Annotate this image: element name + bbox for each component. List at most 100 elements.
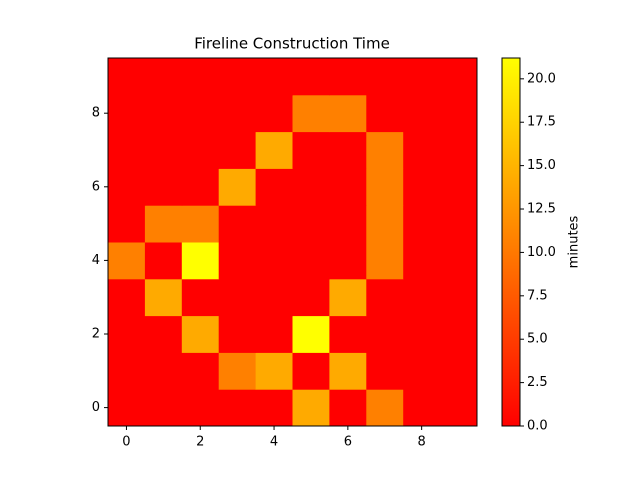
heatmap-cell [329, 205, 367, 243]
heatmap-cell [329, 131, 367, 169]
heatmap-cell [144, 242, 183, 280]
heatmap-cell [366, 131, 404, 169]
heatmap-cell [329, 58, 367, 96]
heatmap-cell [403, 168, 441, 206]
heatmap-cell [255, 94, 293, 133]
heatmap-cell [366, 94, 404, 133]
colorbar-label: minutes [567, 215, 582, 268]
heatmap-cell [144, 352, 183, 390]
heatmap-cell [329, 168, 367, 206]
heatmap-cell [440, 352, 478, 390]
heatmap-cell [108, 315, 146, 353]
heatmap-cell [366, 242, 404, 280]
heatmap-cell [255, 58, 293, 96]
heatmap-cell [181, 315, 220, 353]
heatmap-cell [108, 58, 146, 96]
heatmap-cell [255, 315, 293, 353]
heatmap-cell [440, 94, 478, 133]
heatmap-cell [255, 352, 293, 390]
heatmap-cell [329, 352, 367, 390]
y-tick-label: 6 [92, 179, 100, 194]
heatmap-cell [366, 389, 404, 427]
heatmap-cell [329, 278, 367, 317]
colorbar-tick-label: 20.0 [527, 71, 556, 86]
heatmap-cell [403, 389, 441, 427]
x-tick-label: 6 [344, 435, 352, 450]
heatmap-cell [292, 242, 330, 280]
heatmap-cell [108, 131, 146, 169]
x-tick-label: 8 [418, 435, 426, 450]
heatmap-cell [108, 278, 146, 317]
heatmap-cell [292, 315, 330, 353]
chart-title: Fireline Construction Time [194, 35, 390, 53]
heatmap-cell [108, 352, 146, 390]
heatmap-cell [366, 352, 404, 390]
colorbar-tick-label: 0.0 [527, 419, 548, 434]
heatmap-cell [440, 205, 478, 243]
heatmap-cell [403, 315, 441, 353]
heatmap-cell [181, 58, 220, 96]
heatmap-cell [403, 242, 441, 280]
heatmap-cell [181, 168, 220, 206]
heatmap-cell [329, 389, 367, 427]
heatmap-cell [108, 94, 146, 133]
heatmap-cell [181, 389, 220, 427]
heatmap-cell [440, 389, 478, 427]
heatmap-cell [218, 352, 257, 390]
heatmap-cell [329, 94, 367, 133]
heatmap-cell [108, 389, 146, 427]
heatmap-cell [108, 168, 146, 206]
heatmap-cell [218, 94, 257, 133]
heatmap-cell [292, 131, 330, 169]
heatmap-cell [366, 168, 404, 206]
heatmap-cell [218, 389, 257, 427]
colorbar [501, 57, 521, 427]
heatmap-cell [181, 131, 220, 169]
heatmap-cell [144, 168, 183, 206]
heatmap-cell [255, 131, 293, 169]
colorbar-tick-label: 10.0 [527, 245, 556, 260]
heatmap-cell [181, 242, 220, 280]
heatmap-cell [144, 389, 183, 427]
heatmap-cell [292, 168, 330, 206]
x-tick-label: 2 [196, 435, 204, 450]
heatmap-cell [292, 278, 330, 317]
heatmap-cell [218, 315, 257, 353]
heatmap-cell [255, 242, 293, 280]
heatmap-cell [440, 168, 478, 206]
heatmap-cell [218, 205, 257, 243]
heatmap-cell [144, 131, 183, 169]
heatmap-cell [403, 58, 441, 96]
heatmap-cell [255, 205, 293, 243]
plot-frame [107, 57, 478, 427]
heatmap-cell [292, 389, 330, 427]
colorbar-tick-label: 17.5 [527, 115, 556, 130]
heatmap-cell [144, 315, 183, 353]
heatmap-cell [440, 315, 478, 353]
colorbar-tick-label: 12.5 [527, 202, 556, 217]
heatmap-cell [403, 131, 441, 169]
x-tick-label: 4 [270, 435, 278, 450]
heatmap-cell [292, 205, 330, 243]
y-tick-label: 2 [92, 327, 100, 342]
heatmap-cell [218, 278, 257, 317]
heatmap-cell [218, 242, 257, 280]
heatmap-cell [292, 58, 330, 96]
heatmap-cell [144, 205, 183, 243]
heatmap-cell [144, 94, 183, 133]
colorbar-tick-label: 2.5 [527, 375, 548, 390]
y-tick-label: 0 [92, 400, 100, 415]
heatmap-cell [181, 205, 220, 243]
heatmap-cell [440, 278, 478, 317]
heatmap-cell [218, 58, 257, 96]
heatmap-cell [255, 389, 293, 427]
heatmap-cell [329, 242, 367, 280]
heatmap-cell [403, 94, 441, 133]
heatmap-cell [403, 278, 441, 317]
heatmap-cell [144, 58, 183, 96]
heatmap-cell [403, 352, 441, 390]
heatmap-cell [440, 131, 478, 169]
y-tick-label: 4 [92, 253, 100, 268]
heatmap-cell [108, 242, 146, 280]
heatmap-cell [366, 315, 404, 353]
